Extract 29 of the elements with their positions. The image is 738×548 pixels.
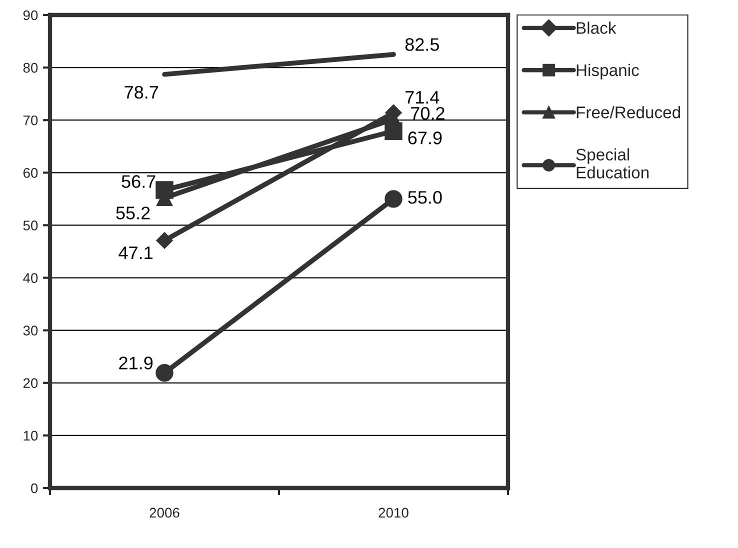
data-label: 55.0 — [408, 191, 442, 204]
point — [384, 190, 402, 208]
y-tick-label: 50 — [23, 220, 38, 230]
data-label: 71.4 — [406, 91, 440, 104]
y-tick-label: 70 — [23, 115, 38, 126]
data-label: 78.7 — [124, 86, 158, 99]
x-tick-label: 2010 — [378, 508, 408, 518]
y-tick-label: 40 — [23, 273, 38, 283]
data-label: 70.2 — [411, 106, 444, 120]
data-label: 21.9 — [119, 356, 153, 370]
y-tick-label: 20 — [23, 378, 38, 388]
point — [156, 364, 174, 382]
y-tick-label: 0 — [31, 483, 38, 494]
y-tick-label: 90 — [23, 10, 38, 20]
point — [156, 232, 173, 249]
legend-label: Black — [576, 22, 616, 34]
legend-label: Free/Reduced — [576, 106, 680, 118]
legend-label: Hispanic — [576, 64, 639, 80]
x-tick-label: 2006 — [150, 508, 180, 518]
y-tick-label: 10 — [24, 430, 38, 441]
legend-label: Special Education — [576, 148, 649, 178]
y-tick-label: 30 — [23, 326, 38, 336]
y-tick-label: 80 — [23, 62, 38, 73]
data-label: 82.5 — [405, 38, 439, 51]
data-label: 56.7 — [122, 175, 156, 188]
data-label: 47.1 — [118, 246, 153, 260]
y-tick-label: 60 — [23, 168, 38, 178]
data-label: 55.2 — [116, 206, 150, 220]
data-label: 67.9 — [408, 132, 442, 144]
